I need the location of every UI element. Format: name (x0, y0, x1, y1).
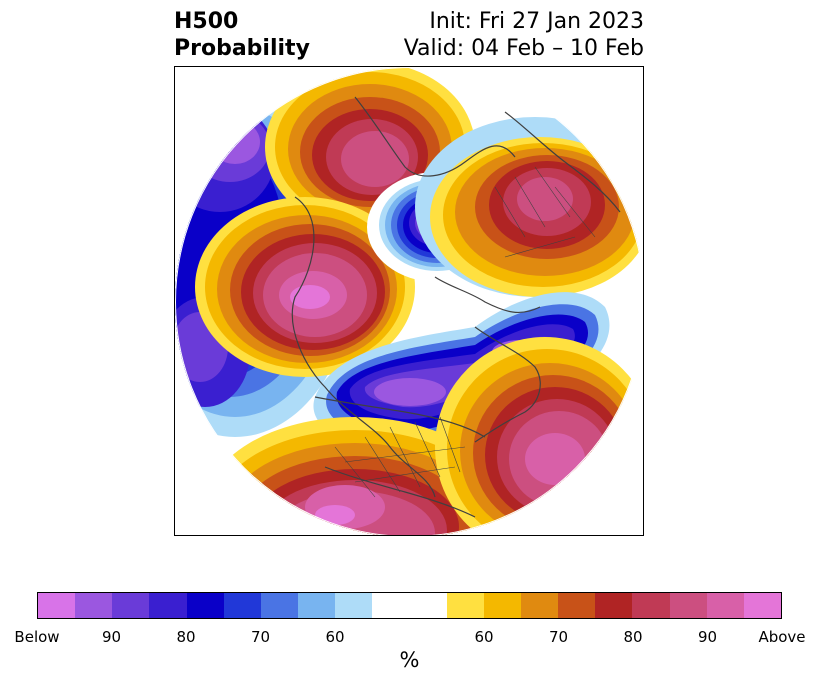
colorbar-swatch (558, 593, 596, 618)
colorbar-swatch (38, 593, 76, 618)
map-canvas (175, 67, 643, 535)
colorbar (37, 592, 782, 619)
colorbar-swatch (149, 593, 187, 618)
colorbar-tick-label: 60 (325, 628, 345, 646)
probability-map (174, 66, 644, 536)
colorbar-tick-label: 70 (250, 628, 271, 646)
title-variable: H500 (174, 9, 239, 34)
colorbar-swatch (521, 593, 559, 618)
colorbar-tick-label: 90 (101, 628, 122, 646)
colorbar-swatch (112, 593, 150, 618)
colorbar-swatch (483, 593, 522, 618)
colorbar-swatch (298, 593, 336, 618)
colorbar-swatch (706, 593, 744, 618)
colorbar-swatch (260, 593, 299, 618)
valid-range: Valid: 04 Feb – 10 Feb (403, 36, 644, 61)
coastlines (291, 96, 621, 518)
title-quantity: Probability (174, 36, 310, 61)
colorbar-swatch (743, 593, 782, 618)
anomaly-eurasia-above (195, 197, 415, 377)
state-borders (334, 166, 596, 498)
anomaly-siberia-above (265, 67, 475, 232)
colorbar-tick-label: 80 (176, 628, 196, 646)
colorbar-tick-label: Above (758, 628, 806, 646)
anomaly-north-atlantic-above (435, 337, 643, 535)
init-date: Init: Fri 27 Jan 2023 (429, 9, 644, 34)
colorbar-swatch (75, 593, 113, 618)
anomaly-europe-above (415, 117, 643, 297)
colorbar-unit-label: % (399, 648, 420, 672)
colorbar-swatch (223, 593, 261, 618)
chart-title-left: H500 Probability (174, 8, 310, 62)
colorbar-swatch (632, 593, 670, 618)
colorbar-tick-label: Below (14, 628, 60, 646)
colorbar-swatch (335, 593, 373, 618)
colorbar-swatch (595, 593, 633, 618)
colorbar-swatch (669, 593, 707, 618)
colorbar-swatch (186, 593, 224, 618)
colorbar-swatch (372, 593, 447, 618)
colorbar-tick-label: 90 (697, 628, 718, 646)
map-edge (175, 67, 643, 535)
colorbar-tick-label: 60 (474, 628, 494, 646)
colorbar-tick-label: 80 (623, 628, 643, 646)
chart-title-right: Init: Fri 27 Jan 2023 Valid: 04 Feb – 10… (404, 8, 644, 62)
colorbar-swatch (446, 593, 484, 618)
colorbar-ticks: Below 90 80 70 60 60 70 80 90 Above (0, 628, 819, 648)
colorbar-tick-label: 70 (548, 628, 569, 646)
